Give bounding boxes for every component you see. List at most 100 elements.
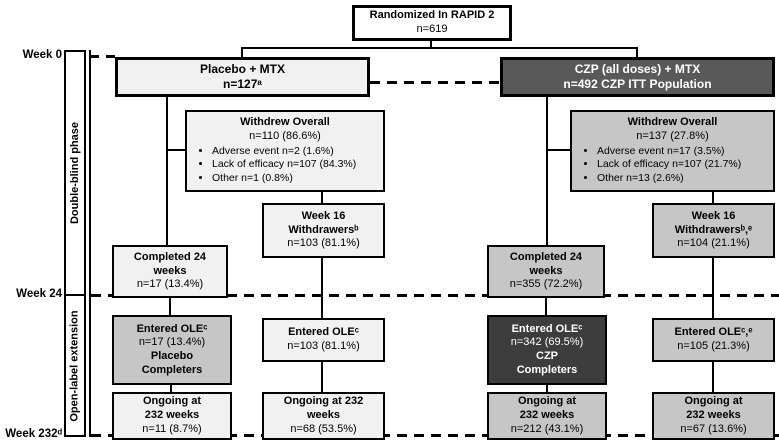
completed-title: Completed 24 [509,250,583,263]
withdrew-reasons-list: Adverse event n=2 (1.6%) Lack of efficac… [190,145,356,186]
week16-title2: Withdrawersᵇ [288,223,359,236]
completed-title2: weeks [153,264,187,277]
week0-dashed-stub [89,55,115,58]
open-label-extension-label: Open-label extension [69,309,81,422]
czp-arm-title: CZP (all doses) + MTX [574,62,701,76]
connector [712,191,714,204]
czp-completed-box: Completed 24 weeks n=355 (72.2%) [487,245,605,298]
ole-group2: Completers [516,363,578,376]
ole-title: Entered OLEᶜ [136,322,208,335]
connector [241,47,243,58]
connector [169,297,171,316]
withdrew-reasons-list: Adverse event n=17 (3.5%) Lack of effica… [575,145,741,186]
open-label-extension-band: Open-label extension [64,294,86,437]
week24-label: Week 24 [16,288,62,300]
ole-title: Entered OLEᶜ [511,322,583,335]
week16-title2: Withdrawersᵇ,ᵉ [674,223,753,236]
connector [545,297,547,316]
placebo-arm-box: Placebo + MTX n=127ᵃ [115,57,370,97]
ole-group2: Completers [141,363,203,376]
withdrew-title: Withdrew Overall [240,116,330,129]
connector [712,361,714,393]
timeline-axis-line [89,50,91,437]
ole-placebo-completers-box: Entered OLEᶜ n=17 (13.4%) Placebo Comple… [112,315,232,385]
ongoing-n: n=68 (53.5%) [290,422,357,435]
placebo-withdrew-box: Withdrew Overall n=110 (86.6%) Adverse e… [185,110,385,192]
withdrew-n: n=137 (27.8%) [636,130,709,143]
placebo-completed-box: Completed 24 weeks n=17 (13.4%) [112,245,228,298]
ole-czp-withdrawers-box: Entered OLEᶜ,ᵉ n=105 (21.3%) [652,318,775,362]
ongoing-n: n=212 (43.1%) [510,422,584,435]
ongoing-title: Ongoing at [684,395,743,408]
ole-n: n=103 (81.1%) [287,340,360,352]
connector [241,47,638,49]
ongoing-title2: 232 weeks [686,409,741,422]
ongoing-title: Ongoing at [142,395,202,408]
ongoing-n: n=11 (8.7%) [142,422,202,435]
completed-title2: weeks [529,264,563,277]
week16-n: n=103 (81.1%) [287,237,360,250]
week24-dashed-line [91,294,779,297]
connector [546,149,571,151]
ongoing-title: Ongoing at 232 [283,395,364,408]
ongoing-title2: weeks [306,409,341,422]
week16-title: Week 16 [691,209,736,222]
connector [321,257,323,319]
week232-dashed-line [91,434,779,437]
connector [321,361,323,393]
ongoing-n: n=67 (13.6%) [680,422,747,435]
completed-n: n=17 (13.4%) [136,278,204,291]
withdrew-reason: Adverse event n=2 (1.6%) [212,145,356,159]
withdrew-reason: Lack of efficacy n=107 (21.7%) [597,158,741,172]
placebo-arm-n: n=127ᵃ [223,77,262,91]
ongoing-placebo-completers-box: Ongoing at 232 weeks n=11 (8.7%) [112,392,232,440]
ole-title: Entered OLEᶜ,ᵉ [674,326,753,339]
week232-label: Week 232ᵈ [5,428,62,440]
week0-label: Week 0 [22,49,62,61]
completed-n: n=355 (72.2%) [509,278,583,291]
connector [166,96,168,246]
withdrew-reason: Other n=1 (0.8%) [212,172,356,186]
week16-title: Week 16 [301,209,346,222]
ole-n: n=105 (21.3%) [677,340,750,352]
ole-n: n=342 (69.5%) [510,336,584,349]
withdrew-title: Withdrew Overall [627,116,718,129]
connector [170,384,172,393]
ole-n: n=17 (13.4%) [138,336,206,349]
ongoing-placebo-withdrawers-box: Ongoing at 232 weeks n=68 (53.5%) [262,392,385,440]
completed-title: Completed 24 [133,250,207,263]
double-blind-phase-band: Double-blind phase [64,50,86,296]
connector [546,96,548,246]
randomized-title: Randomized In RAPID 2 [369,9,495,22]
ole-group: Placebo [150,350,194,362]
czp-arm-n: n=492 CZP ITT Population [563,77,712,91]
connector [430,40,432,49]
ole-czp-completers-box: Entered OLEᶜ n=342 (69.5%) CZP Completer… [487,315,607,385]
placebo-arm-title: Placebo + MTX [199,62,286,76]
ongoing-czp-withdrawers-box: Ongoing at 232 weeks n=67 (13.6%) [652,392,775,440]
ongoing-title2: 232 weeks [144,409,200,422]
withdrew-reason: Lack of efficacy n=107 (84.3%) [212,158,356,172]
withdrew-reason: Other n=13 (2.6%) [597,172,741,186]
randomized-n: n=619 [416,23,448,35]
connector [321,191,323,204]
placebo-week16-withdrawers-box: Week 16 Withdrawersᵇ n=103 (81.1%) [262,203,385,258]
withdrew-n: n=110 (86.6%) [249,130,321,143]
double-blind-phase-label: Double-blind phase [69,121,81,225]
ole-placebo-withdrawers-box: Entered OLEᶜ n=103 (81.1%) [262,318,385,362]
connector [636,47,638,58]
czp-week16-withdrawers-box: Week 16 Withdrawersᵇ,ᵉ n=104 (21.1%) [652,203,775,258]
week16-n: n=104 (21.1%) [677,237,750,250]
connector [546,384,548,393]
ole-title: Entered OLEᶜ [288,326,359,339]
randomized-box: Randomized In RAPID 2 n=619 [352,5,512,41]
czp-arm-box: CZP (all doses) + MTX n=492 CZP ITT Popu… [500,57,775,97]
ongoing-title2: 232 weeks [519,409,575,422]
connector [712,257,714,319]
ongoing-title: Ongoing at [517,395,577,408]
czp-withdrew-box: Withdrew Overall n=137 (27.8%) Adverse e… [570,110,775,192]
ongoing-czp-completers-box: Ongoing at 232 weeks n=212 (43.1%) [487,392,607,440]
connector [166,149,186,151]
withdrew-reason: Adverse event n=17 (3.5%) [597,145,741,159]
